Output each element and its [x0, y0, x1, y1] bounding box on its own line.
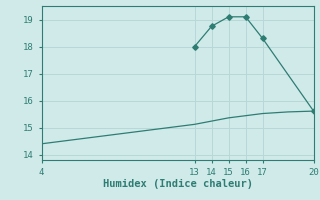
X-axis label: Humidex (Indice chaleur): Humidex (Indice chaleur) [103, 179, 252, 189]
